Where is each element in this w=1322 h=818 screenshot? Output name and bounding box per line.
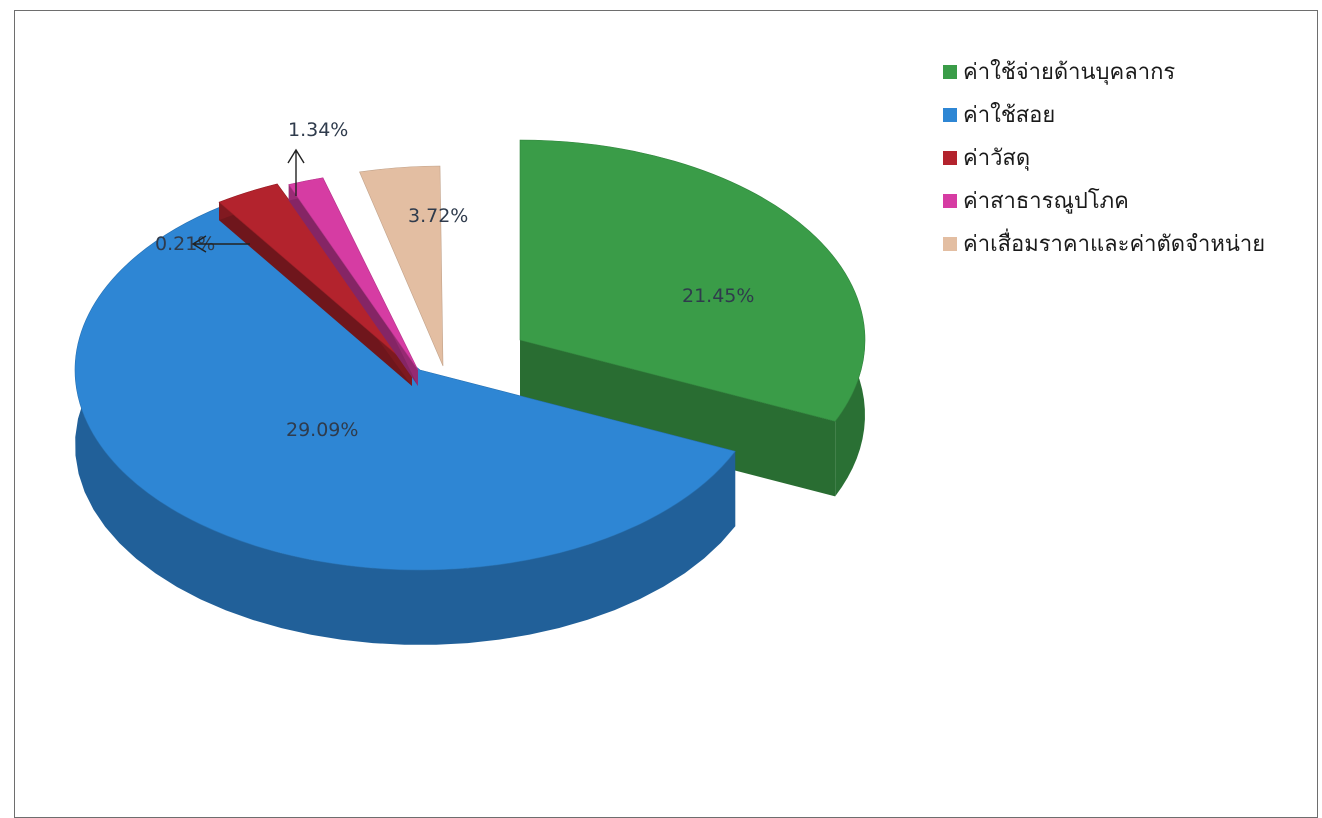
pie-slice-4 (288, 177, 419, 386)
legend-swatch (943, 107, 957, 122)
slice-top (74, 205, 736, 571)
slice-top (288, 177, 419, 371)
legend-swatch (943, 150, 957, 165)
slice-top (359, 165, 444, 367)
data-label: 21.45% (682, 285, 754, 307)
leader-arrows (191, 148, 305, 253)
slice-side-wall (520, 340, 836, 497)
leader-arrow-red (191, 235, 250, 253)
legend-label: ค่าวัสดุ (963, 146, 1031, 171)
legend-label: ค่าเสื่อมราคาและค่าตัดจำหน่าย (963, 232, 1266, 257)
data-label: 0.21% (155, 233, 215, 255)
legend-item: ค่าใช้จ่ายด้านบุคลากร (943, 50, 1265, 93)
legend-item: ค่าใช้สอย (943, 93, 1265, 136)
slice-side-wall (219, 202, 412, 386)
legend-swatch (943, 64, 957, 79)
data-label: 1.34% (288, 119, 348, 141)
data-label: 29.09% (286, 419, 358, 441)
legend-swatch (943, 193, 957, 208)
pie-slice-5 (359, 165, 444, 367)
legend-item: ค่าวัสดุ (943, 136, 1265, 179)
slice-top (519, 139, 866, 422)
legend-item: ค่าสาธารณูปโภค (943, 179, 1265, 222)
legend-item: ค่าเสื่อมราคาและค่าตัดจำหน่าย (943, 222, 1265, 265)
data-label: 3.72% (408, 205, 468, 227)
pie-slice-1 (519, 139, 866, 497)
leader-arrow-magenta (287, 148, 305, 196)
slice-top (218, 183, 413, 369)
pie-slice-3 (218, 183, 413, 386)
legend-label: ค่าสาธารณูปโภค (963, 189, 1129, 214)
legend-label: ค่าใช้จ่ายด้านบุคลากร (963, 60, 1176, 85)
pie-slice-2 (74, 205, 736, 645)
chart-legend: ค่าใช้จ่ายด้านบุคลากรค่าใช้สอยค่าวัสดุค่… (943, 50, 1265, 265)
legend-label: ค่าใช้สอย (963, 103, 1056, 128)
legend-swatch (943, 236, 957, 251)
slice-side-wall (288, 184, 418, 386)
